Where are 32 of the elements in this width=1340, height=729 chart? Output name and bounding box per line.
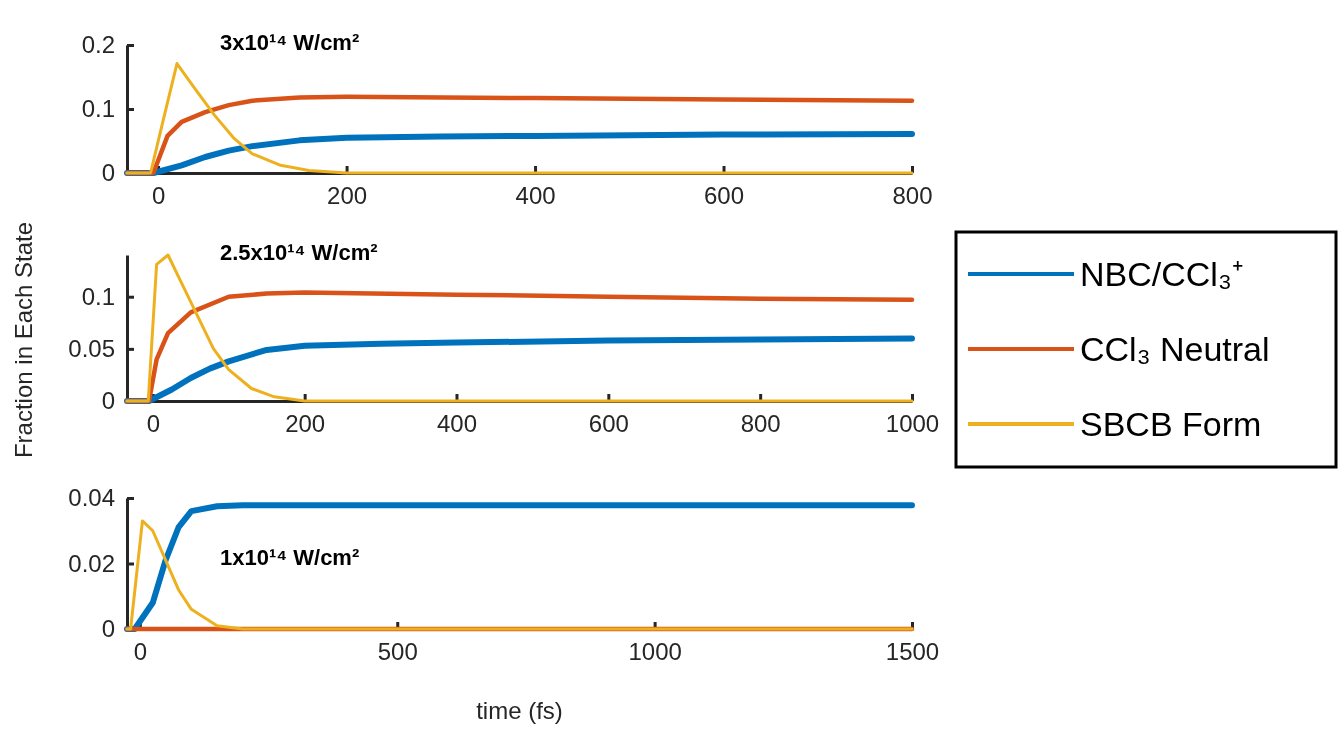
x-tick-label: 200 <box>327 182 368 210</box>
chart-title: 2.5x10¹⁴ W/cm² <box>220 240 378 265</box>
y-tick-label: 0.05 <box>68 335 115 363</box>
x-tick-label: 0 <box>151 182 166 210</box>
y-tick-label: 0.02 <box>68 549 115 577</box>
legend-label: SBCB Form <box>1080 405 1262 443</box>
legend-label: NBC/CCl₃⁺ <box>1080 255 1243 293</box>
y-tick-label: 0 <box>101 159 115 187</box>
y-tick-label: 0 <box>101 615 115 643</box>
y-tick-label: 0.1 <box>81 95 115 123</box>
legend-label: CCl₃ Neutral <box>1080 330 1270 368</box>
x-tick-label: 800 <box>892 182 933 210</box>
x-tick-label: 800 <box>740 410 781 438</box>
y-tick-label: 0.2 <box>81 31 115 59</box>
x-axis-title: time (fs) <box>476 697 563 724</box>
y-axis-title: Fraction in Each State <box>10 221 37 459</box>
x-tick-label: 400 <box>436 410 478 438</box>
x-tick-label: 1000 <box>885 410 940 438</box>
x-tick-label: 1000 <box>628 638 682 666</box>
x-tick-label: 200 <box>285 410 326 438</box>
chart-title: 3x10¹⁴ W/cm² <box>220 30 360 55</box>
x-tick-label: 0 <box>146 410 160 438</box>
text: 1x10¹⁴ W/cm² <box>220 545 360 570</box>
x-tick-label: 600 <box>704 182 745 210</box>
x-tick-label: 600 <box>588 410 629 438</box>
x-tick-label: 500 <box>377 638 418 666</box>
y-tick-label: 0.1 <box>81 282 115 310</box>
y-tick-label: 0 <box>101 387 115 415</box>
x-tick-label: 1500 <box>885 638 940 666</box>
x-tick-label: 400 <box>515 182 556 210</box>
y-tick-label: 0.04 <box>68 484 115 512</box>
x-tick-label: 0 <box>133 638 148 666</box>
